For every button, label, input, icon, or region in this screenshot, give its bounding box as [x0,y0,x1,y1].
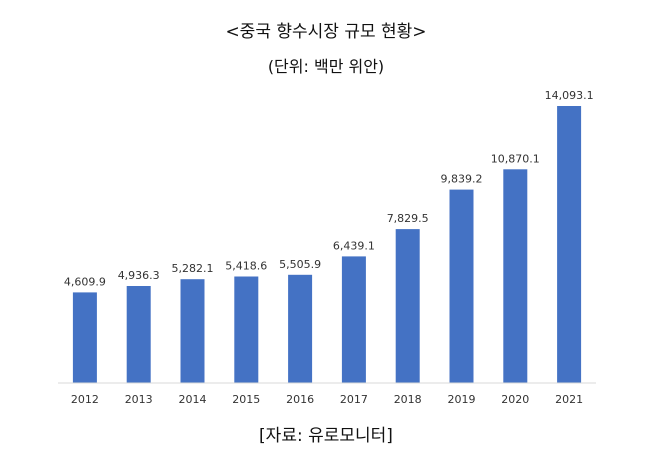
data-label-2018: 7,829.5 [387,212,429,225]
x-tick-label-2016: 2016 [286,393,314,406]
x-tick-label-2012: 2012 [71,393,99,406]
bar-2012 [72,292,97,383]
x-tick-label-2018: 2018 [394,393,422,406]
data-label-2014: 5,282.1 [172,262,214,275]
data-label-2013: 4,936.3 [118,269,160,282]
bar-2016 [288,274,313,383]
bar-2019 [449,189,474,383]
data-label-2012: 4,609.9 [64,275,106,288]
data-label-2020: 10,870.1 [491,152,540,165]
data-label-2021: 14,093.1 [545,89,594,102]
bar-2015 [234,276,259,383]
data-label-2019: 9,839.2 [441,173,483,186]
bar-2020 [503,169,528,383]
x-tick-label-2017: 2017 [340,393,368,406]
bar-2013 [126,286,151,383]
x-tick-label-2015: 2015 [232,393,260,406]
chart-title: <중국 향수시장 규모 현황> [225,22,426,42]
chart-source: [자료: 유로모니터] [259,426,393,446]
data-label-2017: 6,439.1 [333,239,375,252]
x-tick-label-2013: 2013 [125,393,153,406]
x-tick-label-2019: 2019 [448,393,476,406]
bar-2018 [395,229,420,383]
bar-2017 [341,256,366,383]
x-tick-label-2014: 2014 [179,393,207,406]
data-label-2015: 5,418.6 [225,260,267,273]
data-label-2016: 5,505.9 [279,258,321,271]
bar-2014 [180,279,205,383]
x-tick-label-2020: 2020 [501,393,529,406]
x-tick-label-2021: 2021 [555,393,583,406]
chart-subtitle: (단위: 백만 위안) [268,57,384,76]
plot-area: 4,609.9 2012 4,936.3 2013 5,282.1 2014 5,418.6… [64,89,594,406]
bar-2021 [557,106,582,383]
